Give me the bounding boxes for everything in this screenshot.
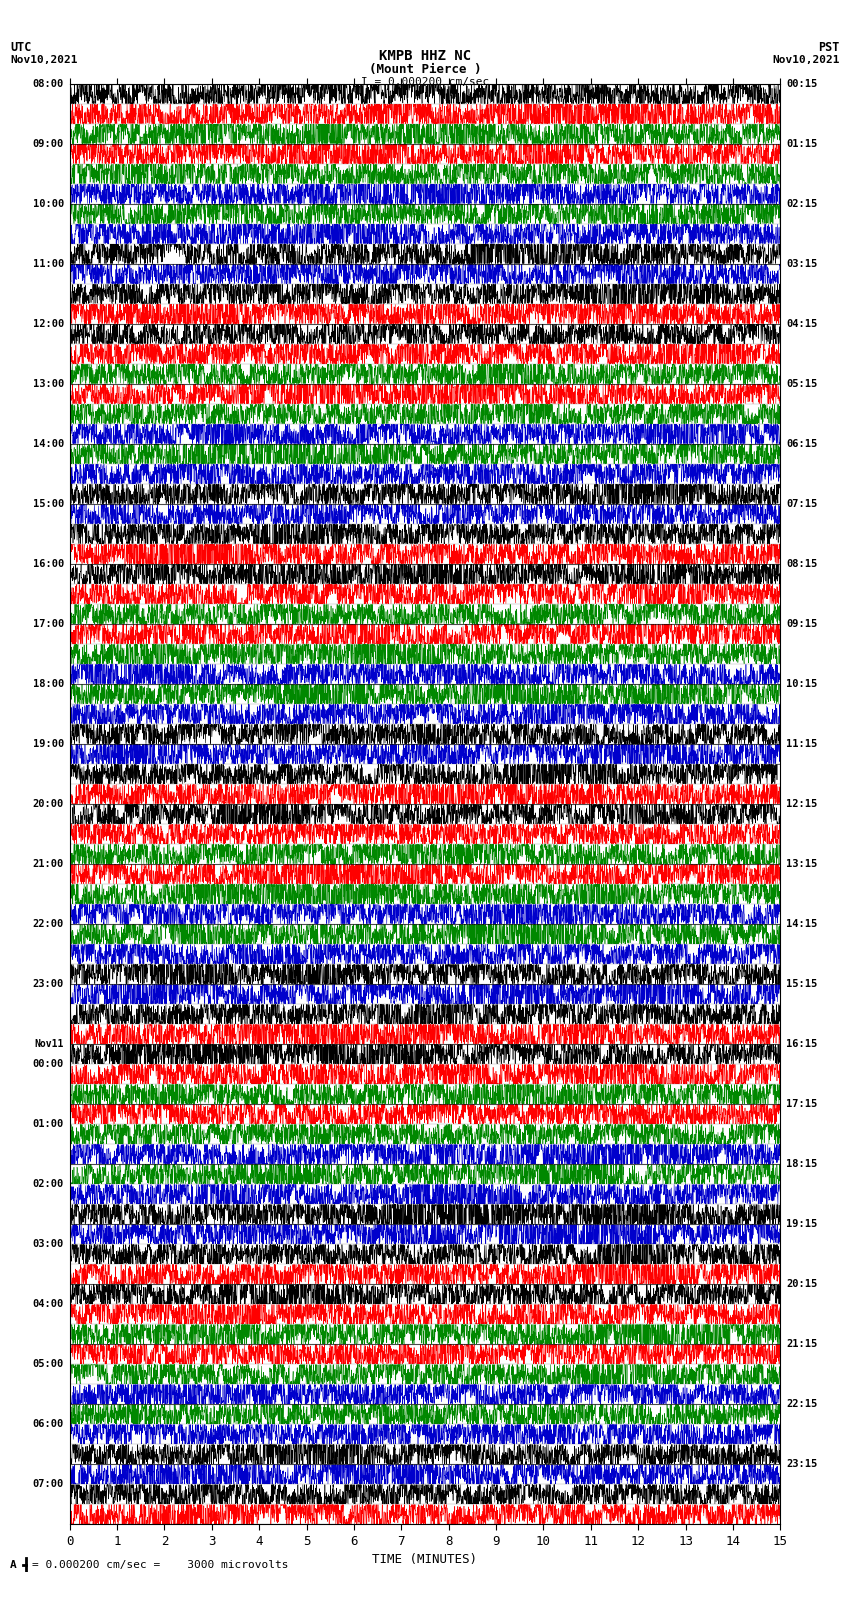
X-axis label: TIME (MINUTES): TIME (MINUTES) [372,1553,478,1566]
Text: Nov10,2021: Nov10,2021 [773,55,840,65]
Text: A: A [10,1560,17,1569]
Text: 02:15: 02:15 [786,198,817,210]
Text: I = 0.000200 cm/sec: I = 0.000200 cm/sec [361,77,489,87]
Text: 11:00: 11:00 [33,260,64,269]
Text: 05:00: 05:00 [33,1360,64,1369]
Text: 10:00: 10:00 [33,198,64,210]
Text: 05:15: 05:15 [786,379,817,389]
Text: 07:00: 07:00 [33,1479,64,1489]
Text: 18:00: 18:00 [33,679,64,689]
Text: 21:00: 21:00 [33,860,64,869]
Text: PST: PST [819,40,840,55]
Text: 08:00: 08:00 [33,79,64,89]
Text: 20:00: 20:00 [33,798,64,810]
Text: 10:15: 10:15 [786,679,817,689]
Text: 14:15: 14:15 [786,919,817,929]
Text: 22:00: 22:00 [33,919,64,929]
Text: 13:15: 13:15 [786,860,817,869]
Text: KMPB HHZ NC: KMPB HHZ NC [379,50,471,63]
Text: 09:15: 09:15 [786,619,817,629]
Text: 17:15: 17:15 [786,1098,817,1110]
Text: 07:15: 07:15 [786,498,817,510]
Text: 23:00: 23:00 [33,979,64,989]
Text: 01:00: 01:00 [33,1119,64,1129]
Text: 19:15: 19:15 [786,1219,817,1229]
Text: 08:15: 08:15 [786,560,817,569]
Text: 14:00: 14:00 [33,439,64,448]
Text: 09:00: 09:00 [33,139,64,148]
Text: 11:15: 11:15 [786,739,817,748]
Text: 06:00: 06:00 [33,1419,64,1429]
Text: UTC: UTC [10,40,31,55]
Text: 13:00: 13:00 [33,379,64,389]
Text: 15:00: 15:00 [33,498,64,510]
Text: 15:15: 15:15 [786,979,817,989]
Text: 16:15: 16:15 [786,1039,817,1048]
Text: 03:15: 03:15 [786,260,817,269]
Text: 00:15: 00:15 [786,79,817,89]
Text: 06:15: 06:15 [786,439,817,448]
Text: 00:00: 00:00 [33,1060,64,1069]
Text: (Mount Pierce ): (Mount Pierce ) [369,63,481,76]
Text: Nov11: Nov11 [35,1039,64,1048]
Text: 03:00: 03:00 [33,1239,64,1248]
Text: 22:15: 22:15 [786,1398,817,1410]
Text: 18:15: 18:15 [786,1160,817,1169]
Text: 12:00: 12:00 [33,319,64,329]
Text: 12:15: 12:15 [786,798,817,810]
Text: 16:00: 16:00 [33,560,64,569]
Text: 17:00: 17:00 [33,619,64,629]
Text: 19:00: 19:00 [33,739,64,748]
Text: 04:00: 04:00 [33,1298,64,1310]
Text: 23:15: 23:15 [786,1460,817,1469]
Text: 21:15: 21:15 [786,1339,817,1348]
Text: = 0.000200 cm/sec =    3000 microvolts: = 0.000200 cm/sec = 3000 microvolts [32,1560,289,1569]
Text: 01:15: 01:15 [786,139,817,148]
Text: Nov10,2021: Nov10,2021 [10,55,77,65]
Text: 20:15: 20:15 [786,1279,817,1289]
Text: 04:15: 04:15 [786,319,817,329]
Text: 02:00: 02:00 [33,1179,64,1189]
